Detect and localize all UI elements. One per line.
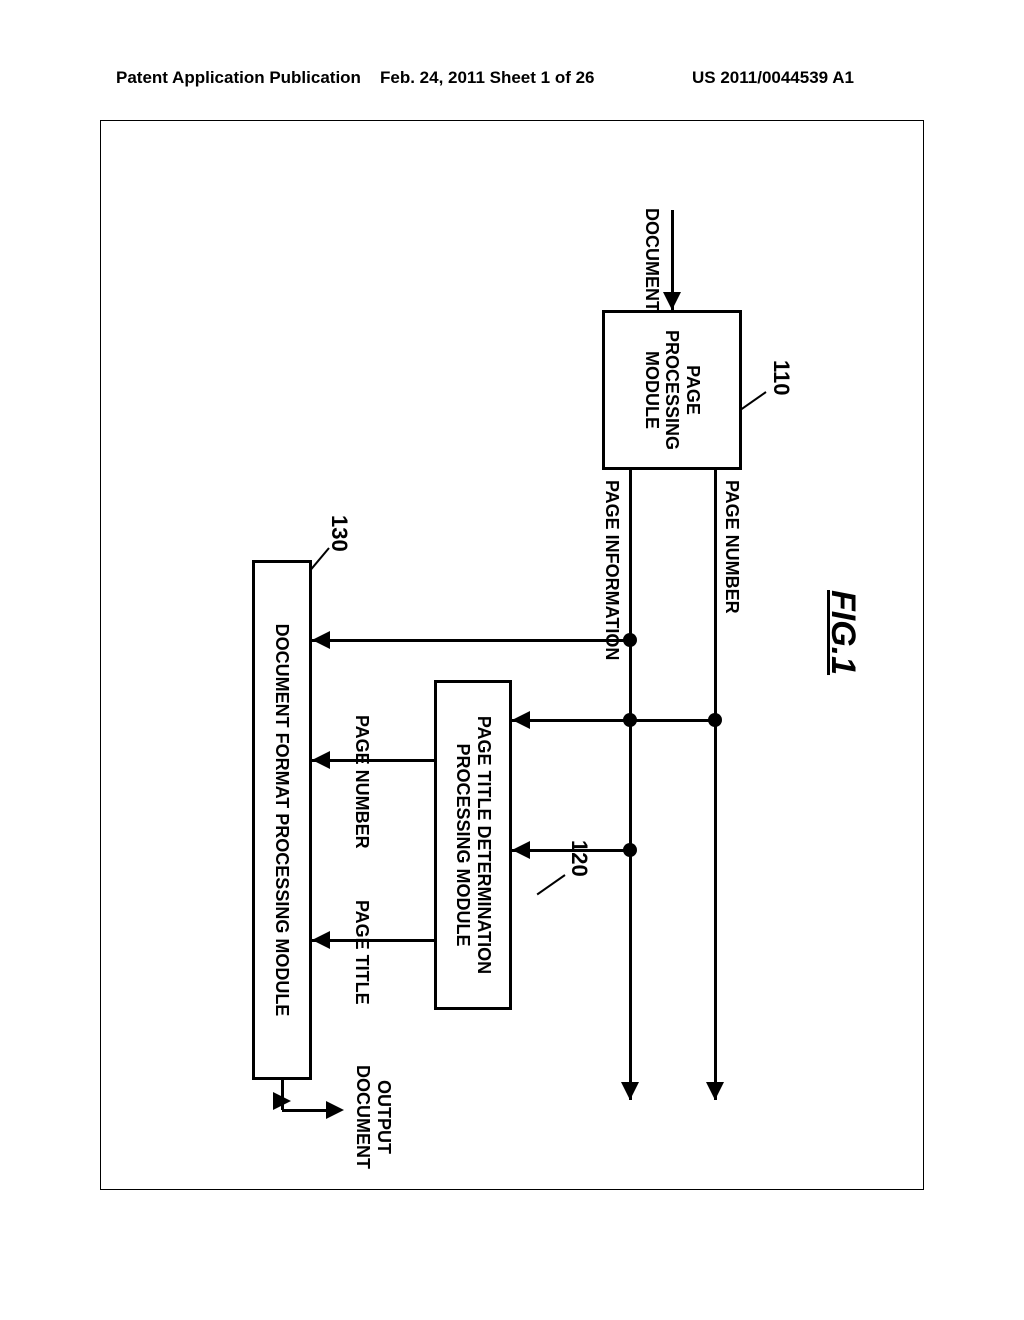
label-page-title: PAGE TITLE — [351, 900, 372, 1005]
box-document-format-processing-label: DOCUMENT FORMAT PROCESSING MODULE — [272, 624, 293, 1017]
arrow-output-doc-up — [326, 1101, 344, 1119]
arrow-bus-page-information — [621, 1082, 639, 1100]
leader-130 — [310, 547, 330, 570]
arrow-pi-to-dfm — [312, 631, 330, 649]
leader-110 — [741, 391, 767, 410]
drop-pn-to-ptd — [512, 719, 715, 722]
ref-110: 110 — [768, 360, 794, 396]
label-page-number-top: PAGE NUMBER — [721, 480, 742, 614]
box-page-title-determination-label: PAGE TITLE DETERMINATION PROCESSING MODU… — [452, 716, 493, 974]
arrow-pn-to-ptd — [512, 711, 530, 729]
box-page-processing-module: PAGE PROCESSING MODULE — [602, 310, 742, 470]
figure-1-diagram: FIG.1 PAGE PROCESSING MODULE 110 DOCUMEN… — [132, 160, 892, 1160]
box-document-format-processing: DOCUMENT FORMAT PROCESSING MODULE — [252, 560, 312, 1080]
drop-pi-to-dfm — [312, 639, 630, 642]
drop-ptd-pn — [312, 759, 434, 762]
box-page-title-determination: PAGE TITLE DETERMINATION PROCESSING MODU… — [434, 680, 512, 1010]
ref-120: 120 — [566, 840, 592, 877]
leader-120 — [537, 874, 566, 895]
bus-page-information — [629, 470, 632, 1100]
dot-pn-cross-pi — [623, 713, 637, 727]
arrow-ptd-pn — [312, 751, 330, 769]
arrow-pi-to-ptd — [512, 841, 530, 859]
arrow-bus-page-number — [706, 1082, 724, 1100]
label-page-number-mid: PAGE NUMBER — [351, 715, 372, 849]
label-output-document: OUTPUT DOCUMENT — [352, 1065, 394, 1169]
figure-title: FIG.1 — [823, 590, 862, 675]
label-document-in: DOCUMENT — [641, 208, 662, 312]
arrow-ptd-pt — [312, 931, 330, 949]
header-left-text: Patent Application Publication — [116, 68, 361, 88]
arrow-document-in — [663, 292, 681, 310]
header-right-text: US 2011/0044539 A1 — [692, 68, 854, 88]
arrow-output-doc — [273, 1092, 291, 1110]
ref-130: 130 — [326, 515, 352, 552]
drop-ptd-pt — [312, 939, 434, 942]
label-page-information: PAGE INFORMATION — [601, 480, 622, 660]
bus-page-number — [714, 470, 717, 1100]
box-page-processing-module-label: PAGE PROCESSING MODULE — [641, 330, 703, 450]
header-middle-text: Feb. 24, 2011 Sheet 1 of 26 — [380, 68, 595, 88]
